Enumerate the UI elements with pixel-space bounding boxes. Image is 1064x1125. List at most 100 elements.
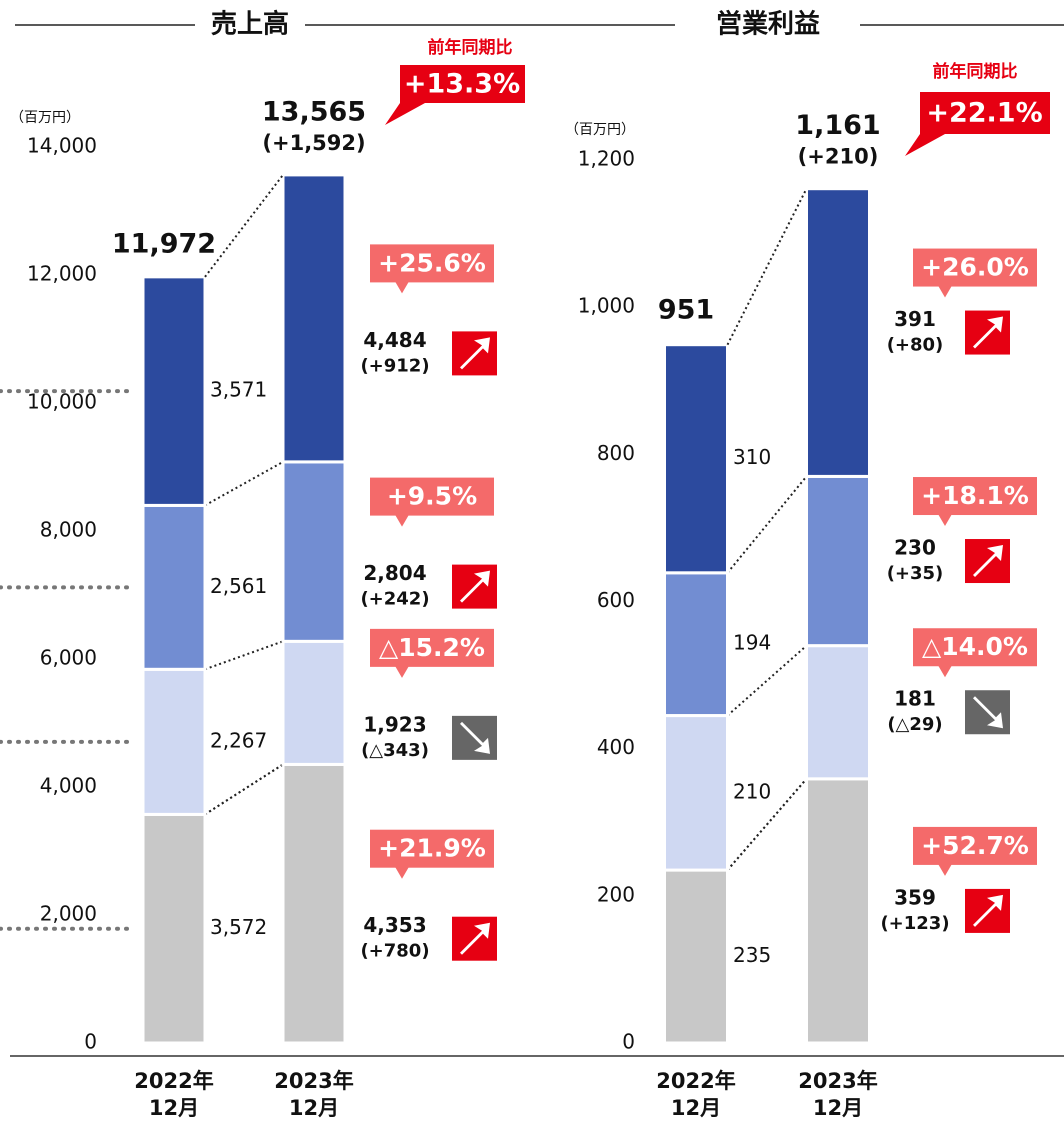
bar-segment bbox=[663, 868, 729, 1045]
yoy-label: +13.3% bbox=[404, 69, 520, 100]
growth-callout-pointer bbox=[395, 281, 409, 294]
growth-label: +25.6% bbox=[378, 248, 486, 277]
segment-value-label: 359 bbox=[894, 885, 936, 909]
x-tick-label: 2023年 12月 bbox=[798, 1069, 878, 1120]
x-tick-label-box: 2023年 12月 bbox=[274, 1069, 354, 1120]
x-tick-label-box: 2023年 12月 bbox=[798, 1069, 878, 1120]
y-tick-label: 1,200 bbox=[578, 147, 635, 171]
trend-arrow bbox=[973, 894, 1003, 927]
growth-callout bbox=[913, 628, 1037, 667]
segment-label: 310 bbox=[733, 445, 771, 469]
total-label: 951 bbox=[658, 295, 714, 326]
connector bbox=[726, 475, 808, 574]
growth-label: +26.0% bbox=[921, 253, 1029, 282]
growth-callout bbox=[913, 248, 1037, 287]
growth-label: △14.0% bbox=[922, 632, 1028, 661]
bar-segment bbox=[141, 667, 207, 816]
yoy-caption: 前年同期比 bbox=[428, 37, 513, 58]
segment-value-label: 4,353 bbox=[363, 913, 426, 937]
trend-arrow bbox=[460, 337, 490, 370]
segment-change-label: (△343) bbox=[361, 740, 429, 761]
bar-segment bbox=[805, 644, 871, 781]
y-tick-label: 4,000 bbox=[40, 774, 97, 798]
bar-segment bbox=[281, 460, 347, 643]
segment-value-label: 1,923 bbox=[363, 712, 426, 736]
y-tick-label: 800 bbox=[597, 441, 635, 465]
segment-change-label: (+35) bbox=[887, 563, 944, 584]
total-change-label: (+1,592) bbox=[262, 131, 365, 155]
segment-change-label: (+242) bbox=[360, 589, 429, 610]
trend-arrow bbox=[460, 721, 490, 754]
bar-segment bbox=[281, 639, 347, 766]
trend-arrow bbox=[973, 545, 1003, 578]
trend-arrow bbox=[460, 922, 490, 955]
bar-segment bbox=[281, 762, 347, 1045]
y-tick-label: 0 bbox=[84, 1030, 97, 1054]
y-tick-label: 0 bbox=[622, 1030, 635, 1054]
bar-segment bbox=[141, 503, 207, 671]
segment-change-label: (+123) bbox=[880, 913, 949, 934]
growth-callout-pointer bbox=[938, 863, 952, 876]
connector bbox=[726, 644, 808, 717]
growth-callout-pointer bbox=[938, 665, 952, 678]
y-tick-label: 400 bbox=[597, 735, 635, 759]
connector bbox=[204, 174, 284, 278]
y-tick-label: 200 bbox=[597, 882, 635, 906]
y-tick-label: 6,000 bbox=[40, 646, 97, 670]
growth-callout bbox=[913, 826, 1037, 865]
growth-callout bbox=[370, 628, 494, 667]
unit-label: （百万円） bbox=[565, 122, 635, 138]
trend-arrow bbox=[973, 696, 1003, 729]
growth-callout bbox=[370, 244, 494, 283]
segment-change-label: (+780) bbox=[360, 941, 429, 962]
x-tick-label: 2023年 12月 bbox=[274, 1069, 354, 1120]
segment-label: 235 bbox=[733, 943, 771, 967]
trend-arrow bbox=[460, 570, 490, 603]
total-label: 13,565 bbox=[262, 96, 366, 127]
growth-label: +21.9% bbox=[378, 834, 486, 863]
x-tick-label-box: 2022年 12月 bbox=[134, 1069, 213, 1120]
yoy-label: +22.1% bbox=[926, 98, 1042, 129]
growth-callout-pointer bbox=[395, 665, 409, 678]
segment-value-label: 181 bbox=[894, 687, 936, 711]
yoy-caption: 前年同期比 bbox=[933, 61, 1018, 82]
x-tick-label: 2022年 12月 bbox=[656, 1069, 736, 1120]
bar-segment bbox=[663, 714, 729, 872]
bar-segment bbox=[805, 474, 871, 648]
segment-value-label: 230 bbox=[894, 536, 936, 560]
y-tick-label: 12,000 bbox=[27, 262, 97, 286]
bar-segment bbox=[805, 187, 871, 478]
connector bbox=[204, 763, 284, 816]
yoy-callout bbox=[905, 92, 1050, 156]
x-tick-label-box: 2022年 12月 bbox=[656, 1069, 736, 1120]
connector bbox=[726, 188, 808, 346]
bar-segment bbox=[663, 571, 729, 718]
segment-label: 210 bbox=[733, 779, 771, 803]
total-change-label: (+210) bbox=[798, 145, 879, 169]
segment-label: 3,571 bbox=[210, 378, 267, 402]
growth-callout bbox=[370, 829, 494, 868]
segment-label: 3,572 bbox=[210, 915, 267, 939]
segment-label: 2,561 bbox=[210, 574, 267, 598]
unit-label: （百万円） bbox=[10, 110, 80, 126]
bar-segment bbox=[141, 812, 207, 1045]
connector bbox=[204, 461, 284, 507]
growth-callout bbox=[913, 477, 1037, 516]
bar-segment bbox=[663, 343, 729, 575]
total-label: 1,161 bbox=[795, 110, 880, 141]
y-tick-label: 10,000 bbox=[27, 390, 97, 414]
chart-title: 売上高 bbox=[211, 9, 289, 40]
y-tick-label: 600 bbox=[597, 588, 635, 612]
segment-label: 194 bbox=[733, 631, 771, 655]
segment-change-label: (△29) bbox=[887, 714, 942, 735]
growth-callout-pointer bbox=[938, 285, 952, 298]
connector bbox=[204, 640, 284, 671]
total-label: 11,972 bbox=[112, 228, 216, 259]
segment-value-label: 391 bbox=[894, 307, 936, 331]
segment-value-label: 4,484 bbox=[363, 328, 426, 352]
growth-label: +18.1% bbox=[921, 481, 1029, 510]
growth-label: △15.2% bbox=[379, 633, 485, 662]
growth-callout-pointer bbox=[395, 514, 409, 527]
bar-segment bbox=[141, 275, 207, 507]
